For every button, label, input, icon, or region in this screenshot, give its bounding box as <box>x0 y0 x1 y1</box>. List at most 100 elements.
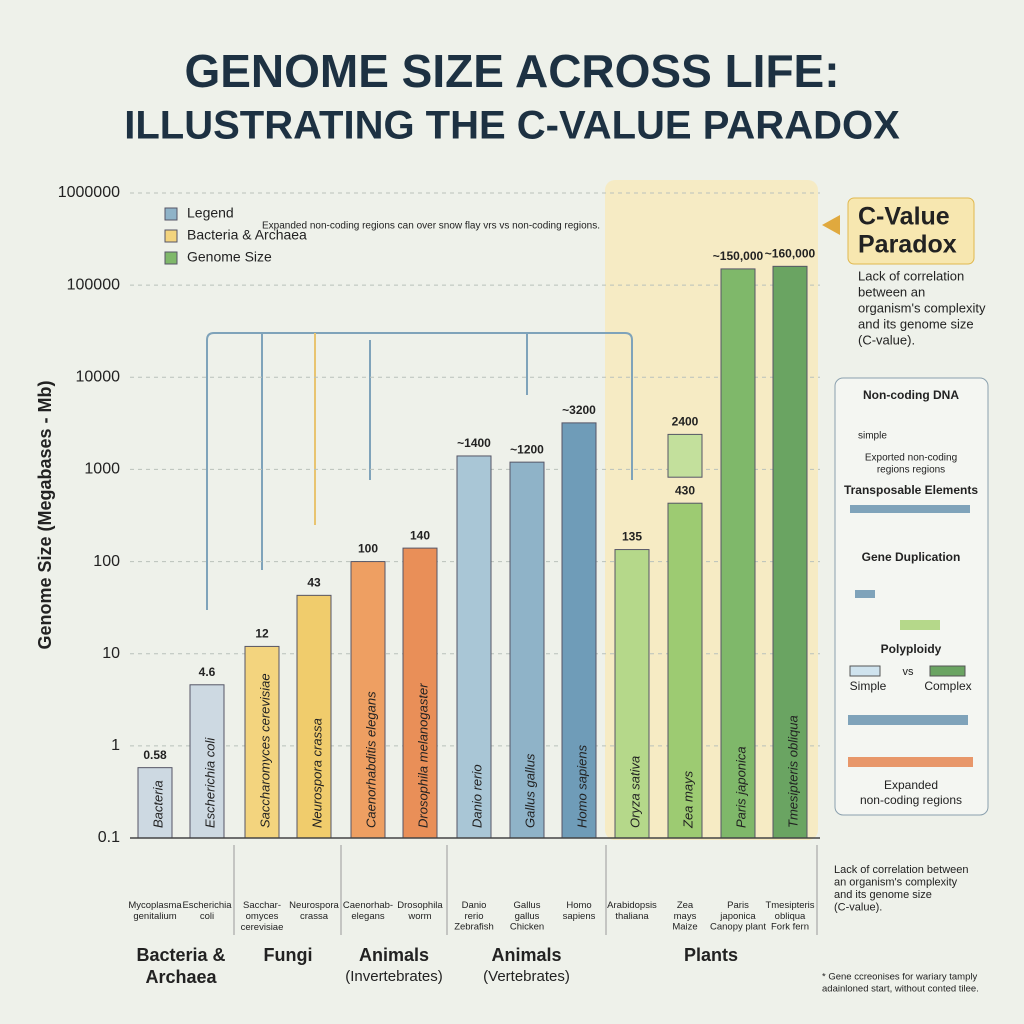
bar <box>561 422 597 839</box>
legend-label: Bacteria & Archaea <box>187 227 307 243</box>
y-tick-label: 1000000 <box>58 184 120 201</box>
panel-box <box>834 377 989 816</box>
value-label: 12 <box>255 627 269 641</box>
note-text: Lack of correlation <box>858 268 964 283</box>
callout-title: Paradox <box>858 231 957 259</box>
value-label: ~3200 <box>562 403 596 417</box>
common-name: Fork fern <box>771 922 809 933</box>
panel-text: vs <box>903 666 915 678</box>
value-label: ~150,000 <box>713 249 764 263</box>
note-text: * Gene ccreonises for wariary tamply <box>822 972 977 983</box>
value-label: 430 <box>675 483 695 497</box>
value-label: ~160,000 <box>765 247 816 261</box>
bar <box>296 594 332 839</box>
common-name: Canopy plant <box>710 922 766 933</box>
legend-title: Legend <box>187 205 234 221</box>
legend-swatch <box>164 251 178 265</box>
x-tick-label: Zea mays <box>674 900 697 922</box>
bar <box>772 265 808 839</box>
bar <box>614 549 650 839</box>
group-label: Animals <box>359 945 429 965</box>
note-text: Lack of correlation between <box>834 864 969 876</box>
bar-label: Zea mays <box>680 770 695 829</box>
value-label: ~1200 <box>510 442 544 456</box>
panel-icon <box>848 715 968 725</box>
bar-label: Escherichia coli <box>202 737 217 828</box>
legend-label: Genome Size <box>187 249 272 265</box>
bar-label: Paris japonica <box>733 746 748 828</box>
panel-heading: Transposable Elements <box>844 483 978 497</box>
bar-label: Homo sapiens <box>574 744 589 828</box>
group-label: Plants <box>684 945 738 965</box>
x-tick-label: Paris japonica <box>719 900 756 922</box>
panel-icon <box>850 505 970 513</box>
chart-subtitle: ILLUSTRATING THE C-VALUE PARADOX <box>124 104 900 148</box>
panel-text: simple <box>858 431 887 442</box>
panel-text: Expanded <box>884 778 938 792</box>
bar <box>402 547 438 839</box>
y-tick-label: 100000 <box>67 276 120 293</box>
panel-heading: Polyploidy <box>881 642 942 656</box>
group-label: Fungi <box>264 945 313 965</box>
note-text: between an <box>858 284 925 299</box>
y-tick-label: 10 <box>102 645 120 662</box>
y-tick-label: 10000 <box>76 369 121 386</box>
side-panel: Non-coding DNA simple Exported non-codin… <box>834 377 989 816</box>
legend-swatch <box>164 207 178 221</box>
note-text: organism's complexity <box>858 300 986 315</box>
callout: C-Value Paradox Lack of correlationbetwe… <box>822 197 986 347</box>
note-text: adainloned start, without conted tilee. <box>822 984 979 995</box>
value-label: 2400 <box>672 415 699 429</box>
x-tick-label: Arabidopsis thaliana <box>607 900 657 922</box>
common-name: Maize <box>672 922 697 933</box>
panel-heading: Non-coding DNA <box>863 388 959 402</box>
group-label: Archaea <box>145 967 217 987</box>
x-tick-label: Tmesipteris obliqua <box>765 900 814 922</box>
callout-title: C-Value <box>858 203 950 231</box>
chart-title: GENOME SIZE ACROSS LIFE: <box>184 45 839 97</box>
panel-text: Complex <box>924 679 971 693</box>
value-label: ~1400 <box>457 436 491 450</box>
bar-label: Drosophila melanogaster <box>415 683 430 828</box>
panel-text: Simple <box>850 679 887 693</box>
annotation: Expanded non-coding regions can over sno… <box>262 221 600 232</box>
bar <box>137 767 173 839</box>
bar-label: Bacteria <box>150 780 165 828</box>
panel-icon <box>900 620 940 630</box>
panel-text: non-coding regions <box>860 793 962 807</box>
x-tick-label: Caenorhab-elegans <box>343 900 393 922</box>
value-label: 4.6 <box>199 665 216 679</box>
x-tick-label: Sacchar-omyces cerevisiae <box>241 900 284 933</box>
x-tick-label: Neurospora crassa <box>289 900 339 922</box>
legend-swatch <box>164 229 178 243</box>
x-tick-label: Drosophila worm <box>397 900 443 922</box>
bar <box>509 461 545 839</box>
y-tick-label: 0.1 <box>98 829 120 846</box>
bar-label: Tmesipteris obliqua <box>785 715 800 828</box>
callout-arrow <box>822 215 840 235</box>
connector-arrows <box>206 332 633 610</box>
value-label: 0.58 <box>143 748 167 762</box>
group-label: Bacteria & <box>136 945 225 965</box>
panel-icon <box>929 665 966 677</box>
group-sublabel: (Invertebrates) <box>345 968 443 985</box>
y-tick-label: 1000 <box>84 461 120 478</box>
note-text: and its genome size <box>858 316 974 331</box>
value-label: 140 <box>410 528 430 542</box>
x-tick-label: Danio rerio <box>462 900 487 922</box>
note-text: an organism's complexity <box>834 876 958 888</box>
note-text: (C-value). <box>834 901 882 913</box>
value-label: 100 <box>358 542 378 556</box>
note-text: (C-value). <box>858 332 915 347</box>
panel-heading: Gene Duplication <box>862 550 961 564</box>
group-label: Animals <box>491 945 561 965</box>
bar <box>456 455 492 839</box>
bar <box>244 645 280 839</box>
x-tick-label: Mycoplasma genitalium <box>128 900 182 922</box>
y-tick-label: 1 <box>111 737 120 754</box>
callout-box <box>847 197 975 265</box>
bar-label: Danio rerio <box>469 764 484 828</box>
y-axis-label: Genome Size (Megabases - Mb) <box>35 380 55 649</box>
bar <box>350 561 386 839</box>
